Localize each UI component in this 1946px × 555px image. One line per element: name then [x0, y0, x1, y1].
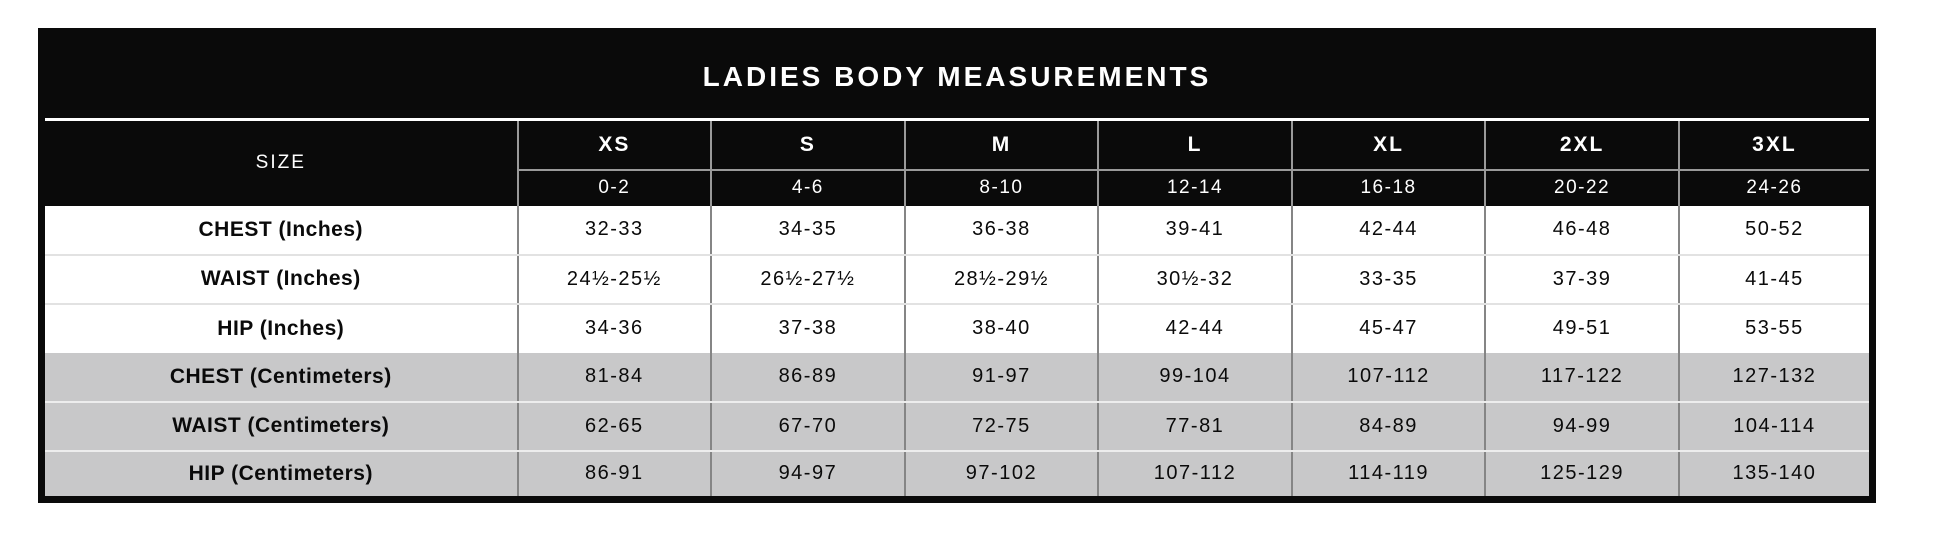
measurement-value: 37-38	[710, 303, 905, 353]
size-header-l: L	[1097, 119, 1292, 171]
measurement-value: 86-89	[710, 352, 905, 403]
measurement-value: 125-129	[1484, 450, 1679, 500]
measurement-value: 86-91	[516, 450, 712, 500]
measurement-value: 107-112	[1290, 352, 1486, 403]
measurement-value: 94-99	[1484, 401, 1679, 452]
measurement-value: 77-81	[1097, 401, 1292, 452]
size-header-xl: XL	[1290, 119, 1486, 171]
measurement-value: 91-97	[903, 352, 1099, 403]
measurement-value: 42-44	[1097, 303, 1292, 353]
measurement-value: 81-84	[516, 352, 712, 403]
measurement-value: 114-119	[1290, 450, 1486, 500]
measurement-value: 67-70	[710, 401, 905, 452]
size-names-row: SIZE XS S M L XL 2XL 3XL	[41, 119, 1873, 206]
measurement-value: 46-48	[1484, 205, 1679, 256]
size-range-xl: 16-18	[1290, 169, 1486, 206]
size-header-2xl: 2XL	[1484, 119, 1679, 171]
size-header-3xl: 3XL	[1677, 119, 1873, 171]
measurement-value: 42-44	[1290, 205, 1486, 256]
row-label: CHEST (Centimeters)	[41, 352, 519, 403]
measurement-value: 107-112	[1097, 450, 1292, 500]
table-row: WAIST (Inches) 24½-25½ 26½-27½ 28½-29½ 30½-3…	[41, 254, 1873, 305]
measurement-value: 33-35	[1290, 254, 1486, 305]
title-row: LADIES BODY MEASUREMENTS	[41, 31, 1873, 121]
measurement-value: 36-38	[903, 205, 1099, 256]
measurement-value: 38-40	[903, 303, 1099, 353]
measurement-value: 104-114	[1677, 401, 1873, 452]
size-range-3xl: 24-26	[1677, 169, 1873, 206]
size-header-m: M	[903, 119, 1099, 171]
measurement-value: 62-65	[516, 401, 712, 452]
measurement-value: 30½-32	[1097, 254, 1292, 305]
size-range-2xl: 20-22	[1484, 169, 1679, 206]
table-row: CHEST (Inches) 32-33 34-35 36-38 39-41 42-44 4…	[41, 205, 1873, 256]
size-header-xs: XS	[516, 119, 712, 171]
measurement-value: 34-36	[516, 303, 712, 353]
row-label: WAIST (Inches)	[41, 254, 519, 305]
table-row: HIP (Centimeters) 86-91 94-97 97-102 107-112…	[41, 450, 1873, 500]
size-header-s: S	[710, 119, 905, 171]
measurement-value: 28½-29½	[903, 254, 1099, 305]
measurement-value: 127-132	[1677, 352, 1873, 403]
measurements-body: CHEST (Inches) 32-33 34-35 36-38 39-41 42-44 4…	[41, 205, 1873, 500]
measurement-value: 94-97	[710, 450, 905, 500]
measurement-value: 72-75	[903, 401, 1099, 452]
size-ranges-row: 0-2 4-6 8-10 12-14 16-18 20-22 24-26	[42, 169, 1873, 206]
measurement-value: 26½-27½	[710, 254, 905, 305]
measurement-value: 39-41	[1097, 205, 1292, 256]
table-row: WAIST (Centimeters) 62-65 67-70 72-75 77-81 8…	[41, 401, 1873, 452]
measurement-value: 97-102	[903, 450, 1099, 500]
size-range-m: 8-10	[903, 169, 1099, 206]
size-range-s: 4-6	[710, 169, 905, 206]
size-range-xs: 0-2	[516, 169, 712, 206]
measurement-value: 41-45	[1677, 254, 1873, 305]
measurement-value: 53-55	[1677, 303, 1873, 353]
measurement-value: 24½-25½	[516, 254, 712, 305]
measurement-value: 50-52	[1677, 205, 1873, 256]
measurement-value: 34-35	[710, 205, 905, 256]
size-column-header: SIZE	[41, 119, 519, 206]
table-title: LADIES BODY MEASUREMENTS	[41, 31, 1873, 121]
row-label: CHEST (Inches)	[41, 205, 519, 256]
table-row: CHEST (Centimeters) 81-84 86-89 91-97 99-104…	[41, 352, 1873, 403]
measurement-value: 49-51	[1484, 303, 1679, 353]
ladies-body-measurements-table: LADIES BODY MEASUREMENTS SIZE XS S M L XL 2XL…	[38, 28, 1876, 503]
table-row: HIP (Inches) 34-36 37-38 38-40 42-44 45-47 49-…	[41, 303, 1873, 353]
row-label: WAIST (Centimeters)	[41, 401, 519, 452]
measurement-value: 32-33	[516, 205, 712, 256]
row-label: HIP (Centimeters)	[41, 450, 519, 500]
measurement-value: 135-140	[1677, 450, 1873, 500]
size-range-l: 12-14	[1097, 169, 1292, 206]
measurement-value: 117-122	[1484, 352, 1679, 403]
row-label: HIP (Inches)	[41, 303, 519, 353]
measurement-value: 84-89	[1290, 401, 1486, 452]
measurement-value: 45-47	[1290, 303, 1486, 353]
measurement-value: 99-104	[1097, 352, 1292, 403]
measurement-value: 37-39	[1484, 254, 1679, 305]
